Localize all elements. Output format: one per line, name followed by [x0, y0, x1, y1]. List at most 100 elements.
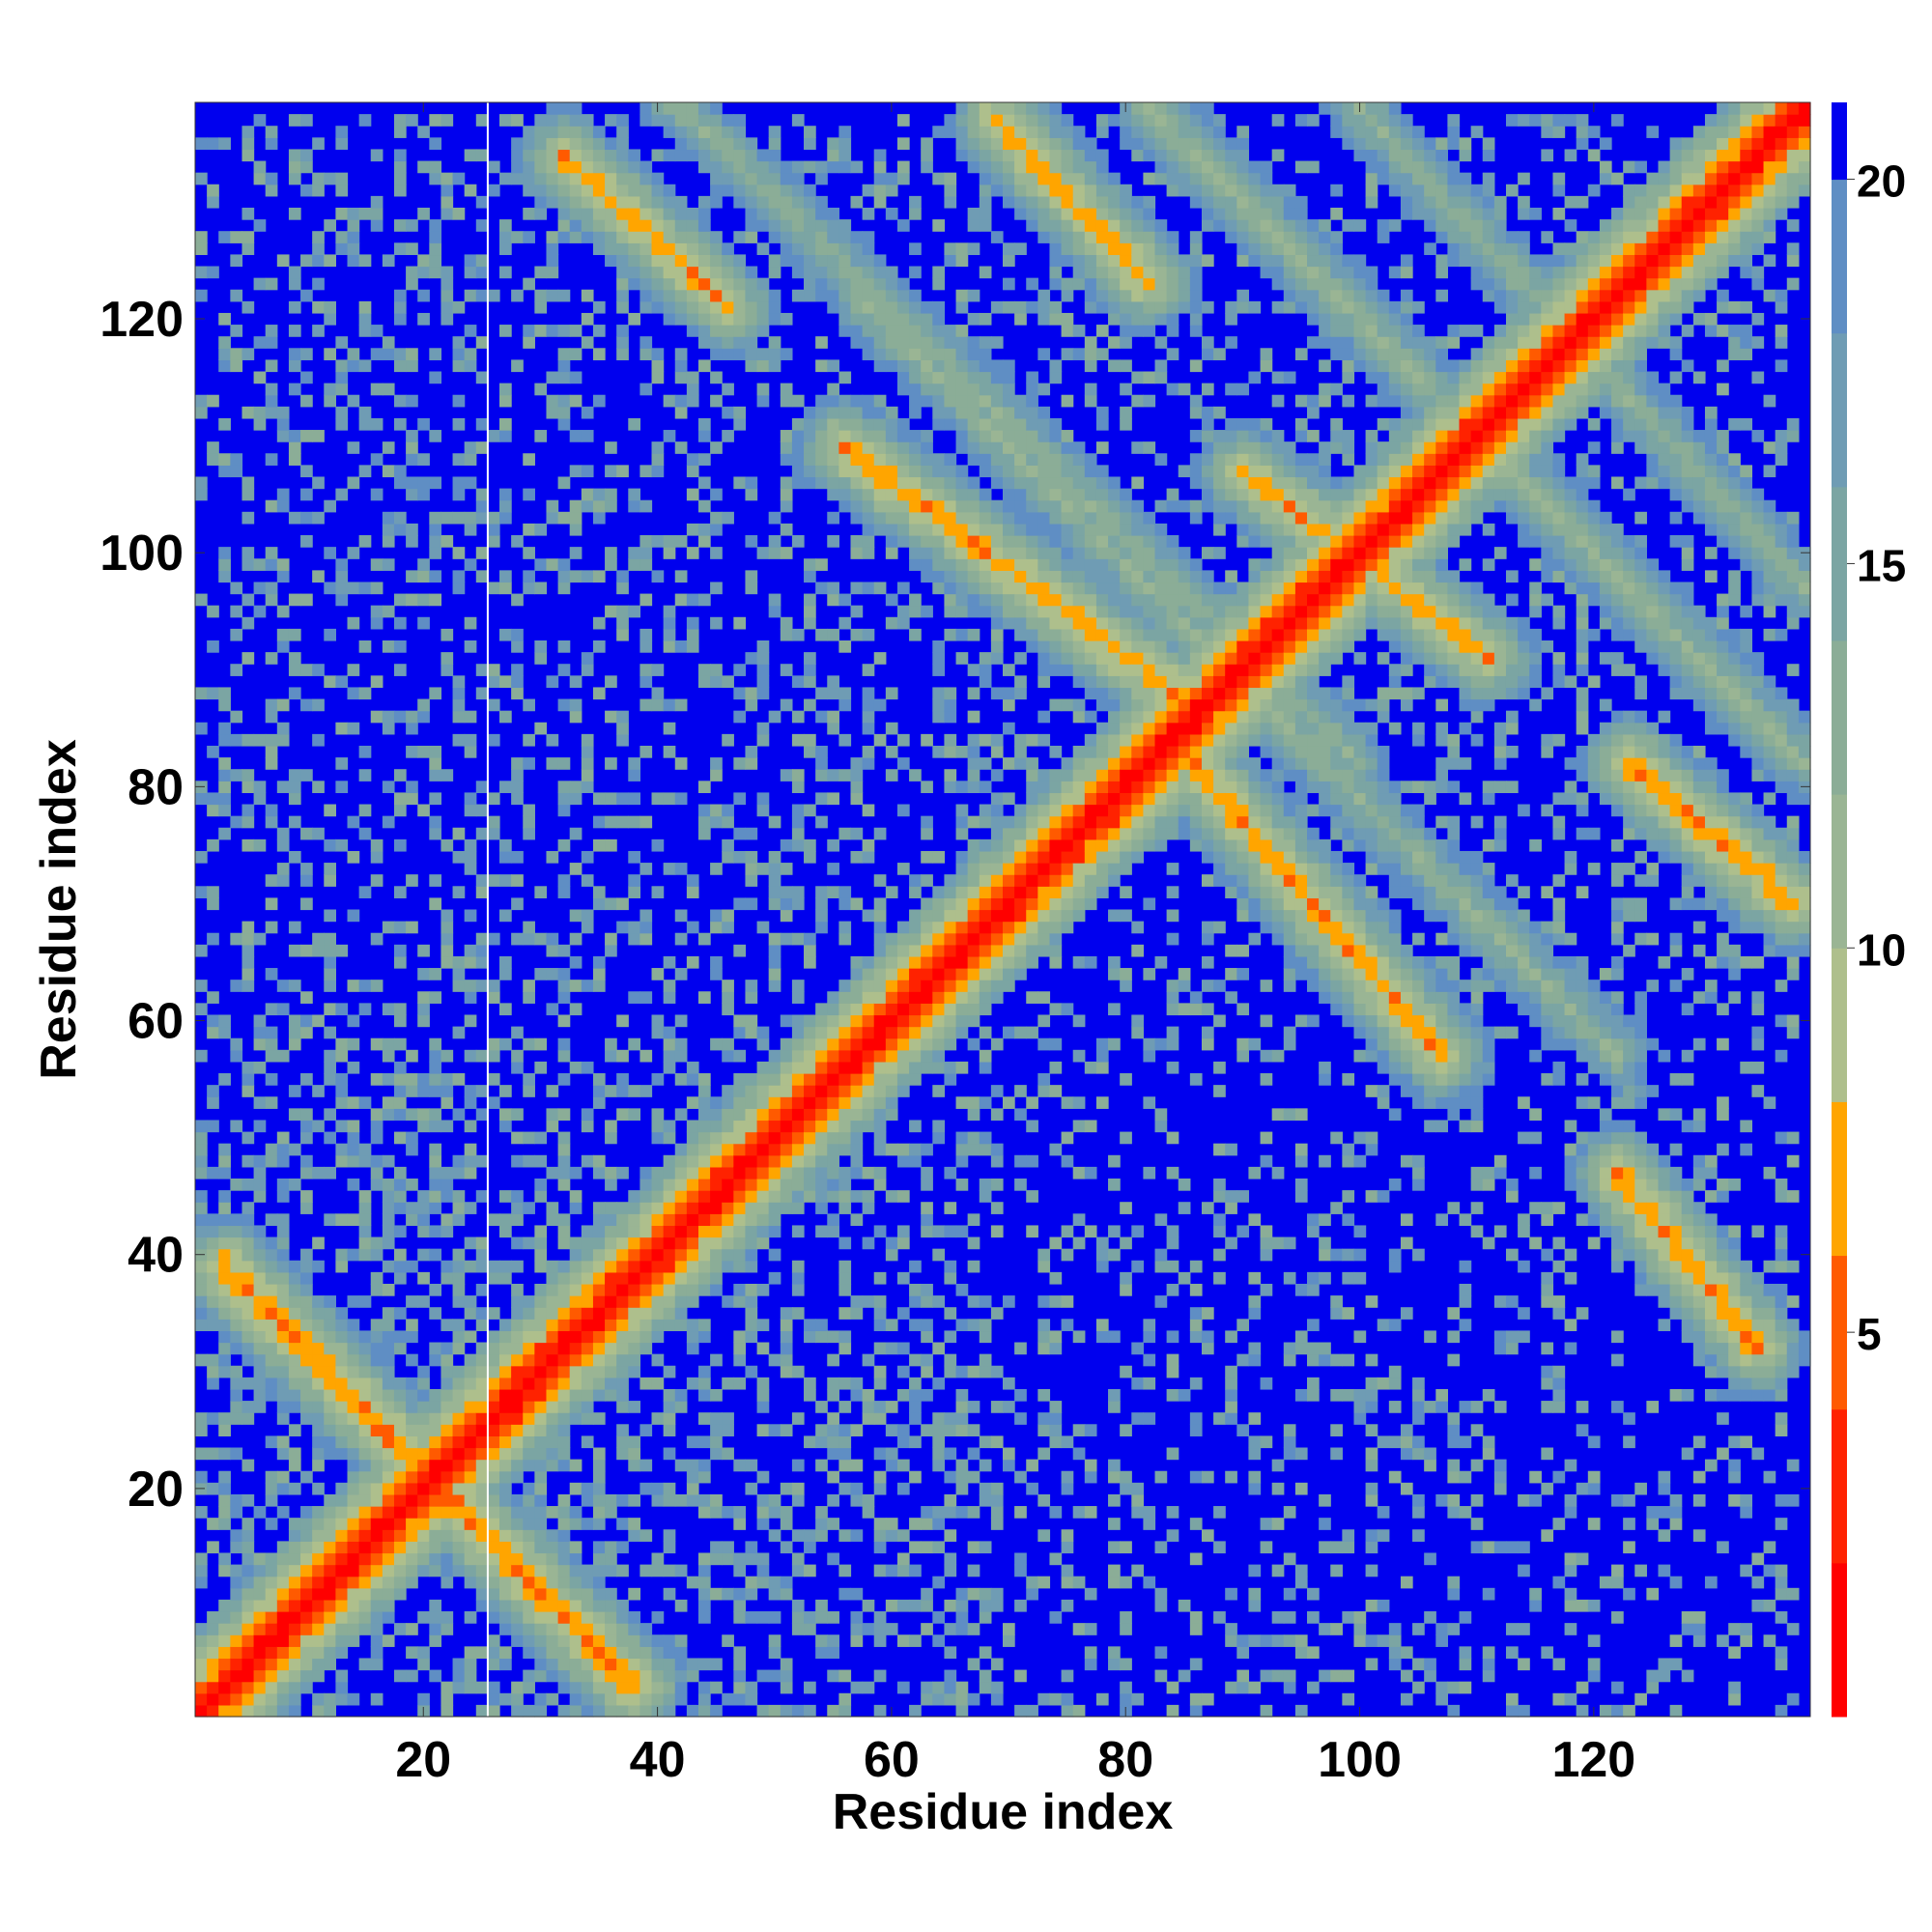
heatmap-cell	[733, 1260, 747, 1273]
heatmap-cell	[932, 991, 946, 1004]
heatmap-cell	[1003, 955, 1015, 969]
heatmap-cell	[733, 897, 747, 911]
heatmap-cell	[722, 160, 734, 174]
heatmap-cell	[756, 172, 770, 185]
heatmap-cell	[511, 137, 524, 151]
heatmap-cell	[932, 1435, 946, 1449]
heatmap-cell	[990, 102, 1004, 115]
heatmap-cell	[1026, 582, 1038, 595]
heatmap-cell	[312, 1576, 325, 1589]
heatmap-cell	[733, 1014, 747, 1028]
heatmap-cell	[324, 1365, 336, 1378]
heatmap-cell	[827, 628, 839, 641]
heatmap-cell	[1037, 1248, 1051, 1262]
heatmap-cell	[207, 1377, 219, 1390]
heatmap-cell	[534, 207, 548, 220]
heatmap-cell	[804, 1120, 816, 1133]
heatmap-cell	[780, 441, 793, 454]
heatmap-cell	[452, 172, 466, 185]
heatmap-cell	[921, 547, 933, 559]
heatmap-cell	[452, 1283, 466, 1296]
heatmap-cell	[639, 1564, 653, 1577]
heatmap-cell	[955, 394, 969, 408]
heatmap-cell	[605, 1271, 617, 1285]
heatmap-cell	[791, 1493, 805, 1507]
heatmap-cell	[1014, 558, 1027, 571]
heatmap-cell	[815, 441, 828, 454]
heatmap-cell	[815, 1085, 828, 1097]
heatmap-cell	[885, 523, 898, 536]
heatmap-cell	[651, 1634, 665, 1647]
heatmap-cell	[921, 1179, 933, 1191]
heatmap-cell	[511, 687, 524, 700]
heatmap-cell	[358, 827, 372, 840]
heatmap-cell	[838, 277, 852, 291]
heatmap-cell	[569, 465, 582, 478]
heatmap-cell	[990, 769, 1004, 781]
heatmap-cell	[417, 417, 430, 431]
heatmap-cell	[651, 195, 665, 209]
heatmap-cell	[605, 1236, 617, 1250]
heatmap-cell	[605, 1658, 617, 1671]
heatmap-cell	[909, 874, 922, 887]
heatmap-cell	[827, 1225, 839, 1238]
heatmap-cell	[804, 570, 816, 583]
heatmap-cell	[990, 160, 1004, 174]
heatmap-cell	[932, 266, 946, 279]
heatmap-cell	[312, 1365, 325, 1378]
heatmap-cell	[697, 300, 711, 314]
heatmap-cell	[616, 792, 629, 806]
heatmap-cell	[546, 1307, 559, 1320]
heatmap-cell	[1049, 1236, 1063, 1250]
heatmap-cell	[639, 1529, 653, 1542]
heatmap-cell	[663, 1236, 676, 1250]
heatmap-cell	[276, 499, 290, 513]
heatmap-cell	[406, 1260, 418, 1273]
heatmap-cell	[768, 348, 781, 360]
heatmap-cell	[710, 195, 723, 209]
heatmap-cell	[464, 1541, 477, 1554]
heatmap-cell	[967, 1658, 980, 1671]
heatmap-cell	[944, 511, 957, 525]
heatmap-cell	[756, 383, 770, 396]
heatmap-cell	[605, 1085, 617, 1097]
heatmap-cell	[850, 1049, 864, 1063]
heatmap-cell	[804, 1190, 816, 1203]
heatmap-cell	[276, 1447, 290, 1461]
heatmap-cell	[815, 897, 828, 911]
heatmap-cell	[862, 1014, 875, 1028]
heatmap-cell	[791, 1179, 805, 1191]
heatmap-cell	[921, 1061, 933, 1074]
heatmap-cell	[616, 277, 629, 291]
heatmap-cell	[511, 1283, 524, 1296]
heatmap-cell	[440, 1564, 454, 1577]
heatmap-cell	[815, 1599, 828, 1612]
heatmap-cell	[265, 1096, 278, 1109]
heatmap-cell	[885, 1190, 898, 1203]
heatmap-cell	[862, 312, 875, 326]
heatmap-cell	[523, 980, 535, 992]
heatmap-cell	[697, 359, 711, 373]
heatmap-cell	[921, 944, 933, 957]
heatmap-cell	[686, 1225, 699, 1238]
heatmap-cell	[452, 207, 466, 220]
heatmap-cell	[195, 1552, 208, 1566]
heatmap-cell	[475, 1587, 489, 1601]
heatmap-cell	[1049, 1061, 1063, 1074]
heatmap-cell	[511, 1611, 524, 1624]
heatmap-cell	[722, 804, 734, 817]
heatmap-cell	[1003, 968, 1015, 980]
heatmap-cell	[195, 488, 208, 501]
heatmap-cell	[417, 1190, 430, 1203]
heatmap-cell	[932, 348, 946, 360]
heatmap-cell	[733, 1085, 747, 1097]
heatmap-cell	[955, 465, 969, 478]
heatmap-cell	[452, 1669, 466, 1683]
heatmap-cell	[464, 955, 477, 969]
heatmap-cell	[1014, 745, 1027, 758]
heatmap-cell	[475, 980, 489, 992]
heatmap-cell	[312, 1014, 325, 1028]
heatmap-cell	[230, 453, 243, 466]
heatmap-cell	[686, 874, 699, 887]
heatmap-cell	[534, 582, 548, 595]
